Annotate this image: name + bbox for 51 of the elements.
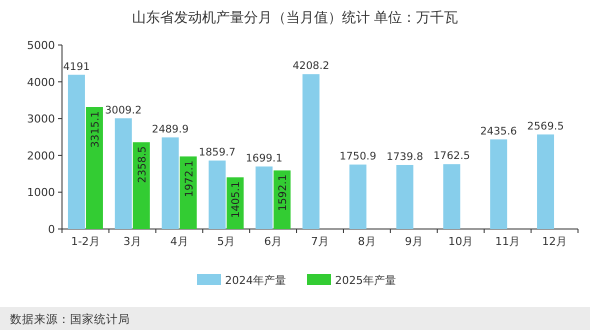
legend-label: 2024年产量 — [225, 274, 286, 287]
data-label: 1859.7 — [198, 146, 236, 159]
data-label: 4208.2 — [292, 60, 330, 72]
x-tick-label: 7月 — [311, 235, 329, 248]
data-label: 1750.9 — [340, 150, 376, 163]
data-label: 1405.1 — [230, 181, 242, 218]
chart-title: 山东省发动机产量分月（当月值）统计 单位：万千瓦 — [132, 10, 458, 26]
bar — [349, 164, 366, 229]
data-label: 1972.1 — [183, 160, 196, 198]
x-tick-label: 5月 — [217, 235, 236, 248]
x-tick-label: 10月 — [448, 235, 474, 248]
data-label: 2435.6 — [480, 125, 518, 138]
data-label: 1739.8 — [386, 150, 424, 163]
data-label: 2358.5 — [136, 146, 148, 183]
data-label: 2489.9 — [152, 123, 189, 136]
x-tick-label: 4月 — [170, 235, 188, 248]
x-tick-label: 8月 — [358, 235, 376, 248]
y-tick-label: 0 — [48, 223, 55, 236]
data-label: 1699.1 — [246, 152, 282, 164]
y-tick-label: 1000 — [27, 186, 55, 200]
bar — [490, 139, 508, 229]
source-note: 数据来源：国家统计局 — [10, 312, 130, 326]
data-label: 3315.1 — [89, 111, 102, 148]
bar — [302, 74, 320, 229]
data-label: 1762.5 — [433, 150, 470, 162]
bar — [162, 137, 179, 229]
bar — [208, 160, 226, 229]
x-tick-label: 11月 — [495, 235, 520, 248]
x-tick-label: 12月 — [542, 235, 568, 248]
data-label: 1592.1 — [277, 174, 290, 212]
data-label: 2569.5 — [527, 120, 564, 132]
bar — [396, 164, 414, 229]
y-tick-label: 5000 — [27, 39, 55, 52]
bar — [256, 166, 273, 229]
y-tick-label: 3000 — [27, 112, 55, 126]
legend-label: 2025年产量 — [335, 274, 396, 287]
data-label: 4191 — [63, 60, 90, 73]
bar — [68, 74, 85, 229]
bar — [132, 142, 150, 229]
bar — [537, 134, 554, 229]
x-tick-label: 3月 — [123, 235, 142, 248]
bar — [114, 118, 132, 229]
x-tick-label: 9月 — [404, 235, 423, 248]
bar — [443, 164, 460, 229]
bar — [180, 156, 197, 229]
x-tick-label: 1-2月 — [70, 235, 100, 248]
x-tick-label: 6月 — [264, 235, 282, 248]
bar — [86, 107, 103, 229]
y-tick-label: 2000 — [27, 149, 55, 162]
data-label: 3009.2 — [104, 104, 142, 116]
y-tick-label: 4000 — [27, 76, 55, 89]
